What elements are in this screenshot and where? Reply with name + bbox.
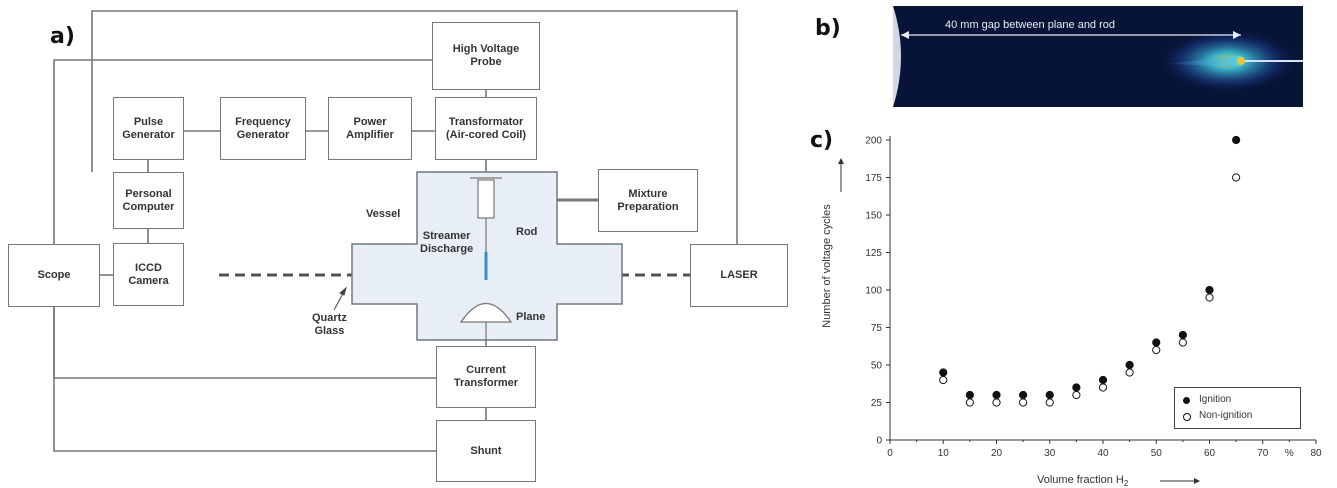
mixture-preparation-box: Mixture Preparation (598, 169, 698, 232)
ignition-point (939, 368, 948, 377)
open-circle-icon (1183, 413, 1191, 421)
y-axis-arrow (838, 158, 844, 192)
y-tick-label: 200 (865, 136, 882, 147)
shunt-box: Shunt (436, 420, 536, 482)
ignition-point (1125, 360, 1134, 370)
y-tick-label: 150 (865, 211, 882, 222)
non-ignition-point (1045, 398, 1054, 407)
ignition-point (1178, 330, 1187, 340)
panel-label-c: c) (810, 128, 834, 153)
non-ignition-point (1205, 293, 1214, 302)
y-tick-label: 0 (876, 436, 882, 447)
chart-legend: Ignition Non-ignition (1174, 387, 1301, 429)
streamer-photo: 40 mm gap between plane and rod (893, 6, 1303, 107)
y-tick-label: 25 (871, 398, 883, 409)
legend-label-ignition: Ignition (1199, 394, 1232, 405)
x-tick-label: 70 (1257, 448, 1269, 459)
ignition-point (1232, 135, 1241, 145)
rod-electrode (477, 179, 495, 219)
ignition-point (992, 390, 1001, 400)
x-tick-label: 60 (1204, 448, 1216, 459)
vessel-label: Vessel (366, 208, 401, 220)
ignition-point (965, 390, 974, 400)
y-axis-label: Number of voltage cycles (821, 204, 833, 328)
x-tick-label: 80 (1310, 448, 1322, 459)
scatter-chart: 0 25 50 75 100 125 150 175 200 0 10 20 30 40 50 60 70% 80 (865, 135, 1322, 460)
ignition-point (1019, 390, 1028, 400)
panel-label-a: a) (50, 24, 75, 49)
y-tick-label: 100 (865, 286, 882, 297)
scope-box: Scope (8, 244, 100, 307)
non-ignition-point (1098, 383, 1108, 392)
plane-label: Plane (516, 311, 546, 323)
ignition-point (1072, 383, 1081, 392)
rod-label: Rod (516, 226, 538, 238)
x-axis-arrow (1160, 478, 1200, 484)
non-ignition-point (1019, 398, 1028, 407)
plane-electrode (459, 303, 513, 323)
ignition-point (1098, 375, 1108, 385)
pulse-generator-box: Pulse Generator (113, 97, 184, 160)
x-axis-label: Volume fraction H2 (1037, 474, 1128, 488)
transformator-box: Transformator (Air-cored Coil) (435, 97, 537, 160)
non-ignition-point (1072, 390, 1081, 400)
x-tick-label: 10 (938, 448, 950, 459)
x-tick-label: 30 (1044, 448, 1056, 459)
non-ignition-point (1152, 345, 1161, 355)
y-tick-label: 50 (871, 361, 883, 372)
non-ignition-point (965, 398, 974, 407)
x-tick-label: 20 (991, 448, 1003, 459)
non-ignition-point (1178, 338, 1187, 347)
streamer-discharge-label: Streamer Discharge (420, 230, 474, 255)
y-tick-label: 75 (871, 323, 883, 334)
ignition-point (1045, 390, 1054, 400)
y-tick-label: 125 (865, 248, 882, 259)
x-tick-label: % (1285, 448, 1294, 459)
frequency-generator-box: Frequency Generator (220, 97, 306, 160)
hv-probe-box: High Voltage Probe (432, 22, 540, 90)
current-transformer-box: Current Transformer (436, 346, 536, 408)
non-ignition-point (1232, 173, 1241, 182)
x-tick-label: 40 (1097, 448, 1109, 459)
gap-label: 40 mm gap between plane and rod (945, 19, 1116, 31)
x-tick-label: 50 (1151, 448, 1163, 459)
iccd-camera-box: ICCD Camera (113, 243, 184, 306)
non-ignition-point (992, 398, 1001, 407)
x-axis-label-subscript: 2 (1123, 479, 1129, 488)
non-ignition-point (1125, 368, 1134, 377)
panel-label-b: b) (815, 16, 841, 41)
filled-circle-icon (1183, 397, 1190, 404)
x-tick-label: 0 (887, 448, 893, 459)
non-ignition-point (939, 375, 948, 385)
personal-computer-box: Personal Computer (113, 172, 184, 229)
x-axis-label-text: Volume fraction H (1037, 474, 1124, 486)
power-amplifier-box: Power Amplifier (328, 97, 412, 160)
laser-box: LASER (690, 244, 788, 307)
ignition-point (1205, 285, 1214, 295)
y-tick-label: 175 (865, 173, 882, 184)
quartz-glass-label: Quartz Glass (312, 312, 347, 337)
ignition-point (1152, 338, 1161, 347)
gap-arrow (901, 31, 1241, 39)
legend-label-non-ignition: Non-ignition (1199, 410, 1253, 421)
